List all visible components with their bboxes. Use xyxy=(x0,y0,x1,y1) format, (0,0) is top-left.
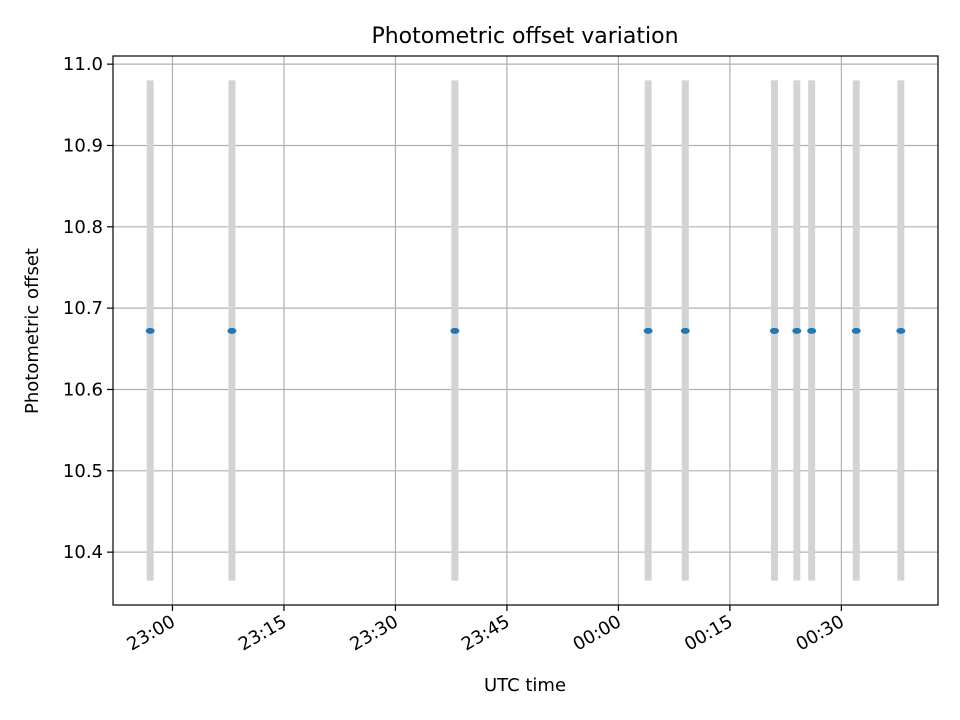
y-tick-label: 10.6 xyxy=(63,379,103,400)
data-point xyxy=(643,327,653,334)
data-point xyxy=(450,327,460,334)
y-axis-ticks: 10.4 10.5 10.6 10.7 10.8 10.9 11.0 xyxy=(63,54,113,563)
data-point xyxy=(807,327,817,334)
data-point xyxy=(227,327,237,334)
grid xyxy=(113,56,938,605)
y-axis-label: Photometric offset xyxy=(22,248,43,414)
y-tick-label: 10.7 xyxy=(63,298,103,319)
y-tick-label: 10.4 xyxy=(63,542,103,563)
y-tick-label: 10.5 xyxy=(63,461,103,482)
data-point xyxy=(851,327,861,334)
data-point xyxy=(896,327,906,334)
y-tick-label: 10.8 xyxy=(63,217,103,238)
data-point xyxy=(145,327,155,334)
y-tick-label: 10.9 xyxy=(63,135,103,156)
x-axis-label: UTC time xyxy=(484,675,566,696)
data-points xyxy=(145,327,906,334)
data-point xyxy=(680,327,690,334)
axes-frame xyxy=(112,55,939,606)
data-point xyxy=(792,327,802,334)
chart-title: Photometric offset variation xyxy=(371,24,678,49)
y-tick-label: 11.0 xyxy=(63,54,103,75)
data-point xyxy=(769,327,779,334)
